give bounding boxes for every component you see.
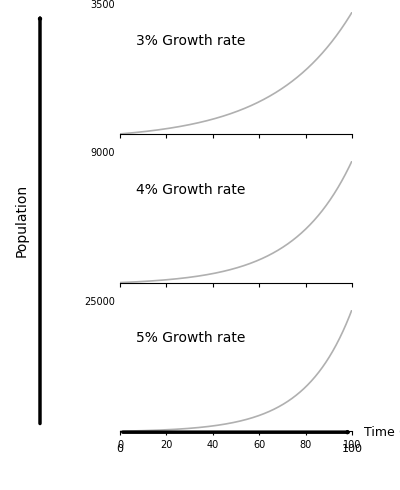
Text: 25000: 25000 [84, 297, 115, 307]
Text: Time (years): Time (years) [364, 426, 400, 439]
Text: 100: 100 [342, 444, 362, 454]
Text: 3% Growth rate: 3% Growth rate [136, 34, 246, 48]
Text: 4% Growth rate: 4% Growth rate [136, 183, 246, 197]
Text: 5% Growth rate: 5% Growth rate [136, 331, 246, 345]
Text: 9000: 9000 [91, 148, 115, 158]
Text: 3500: 3500 [91, 0, 115, 10]
Text: 0: 0 [116, 444, 124, 454]
Text: Population: Population [15, 184, 29, 257]
